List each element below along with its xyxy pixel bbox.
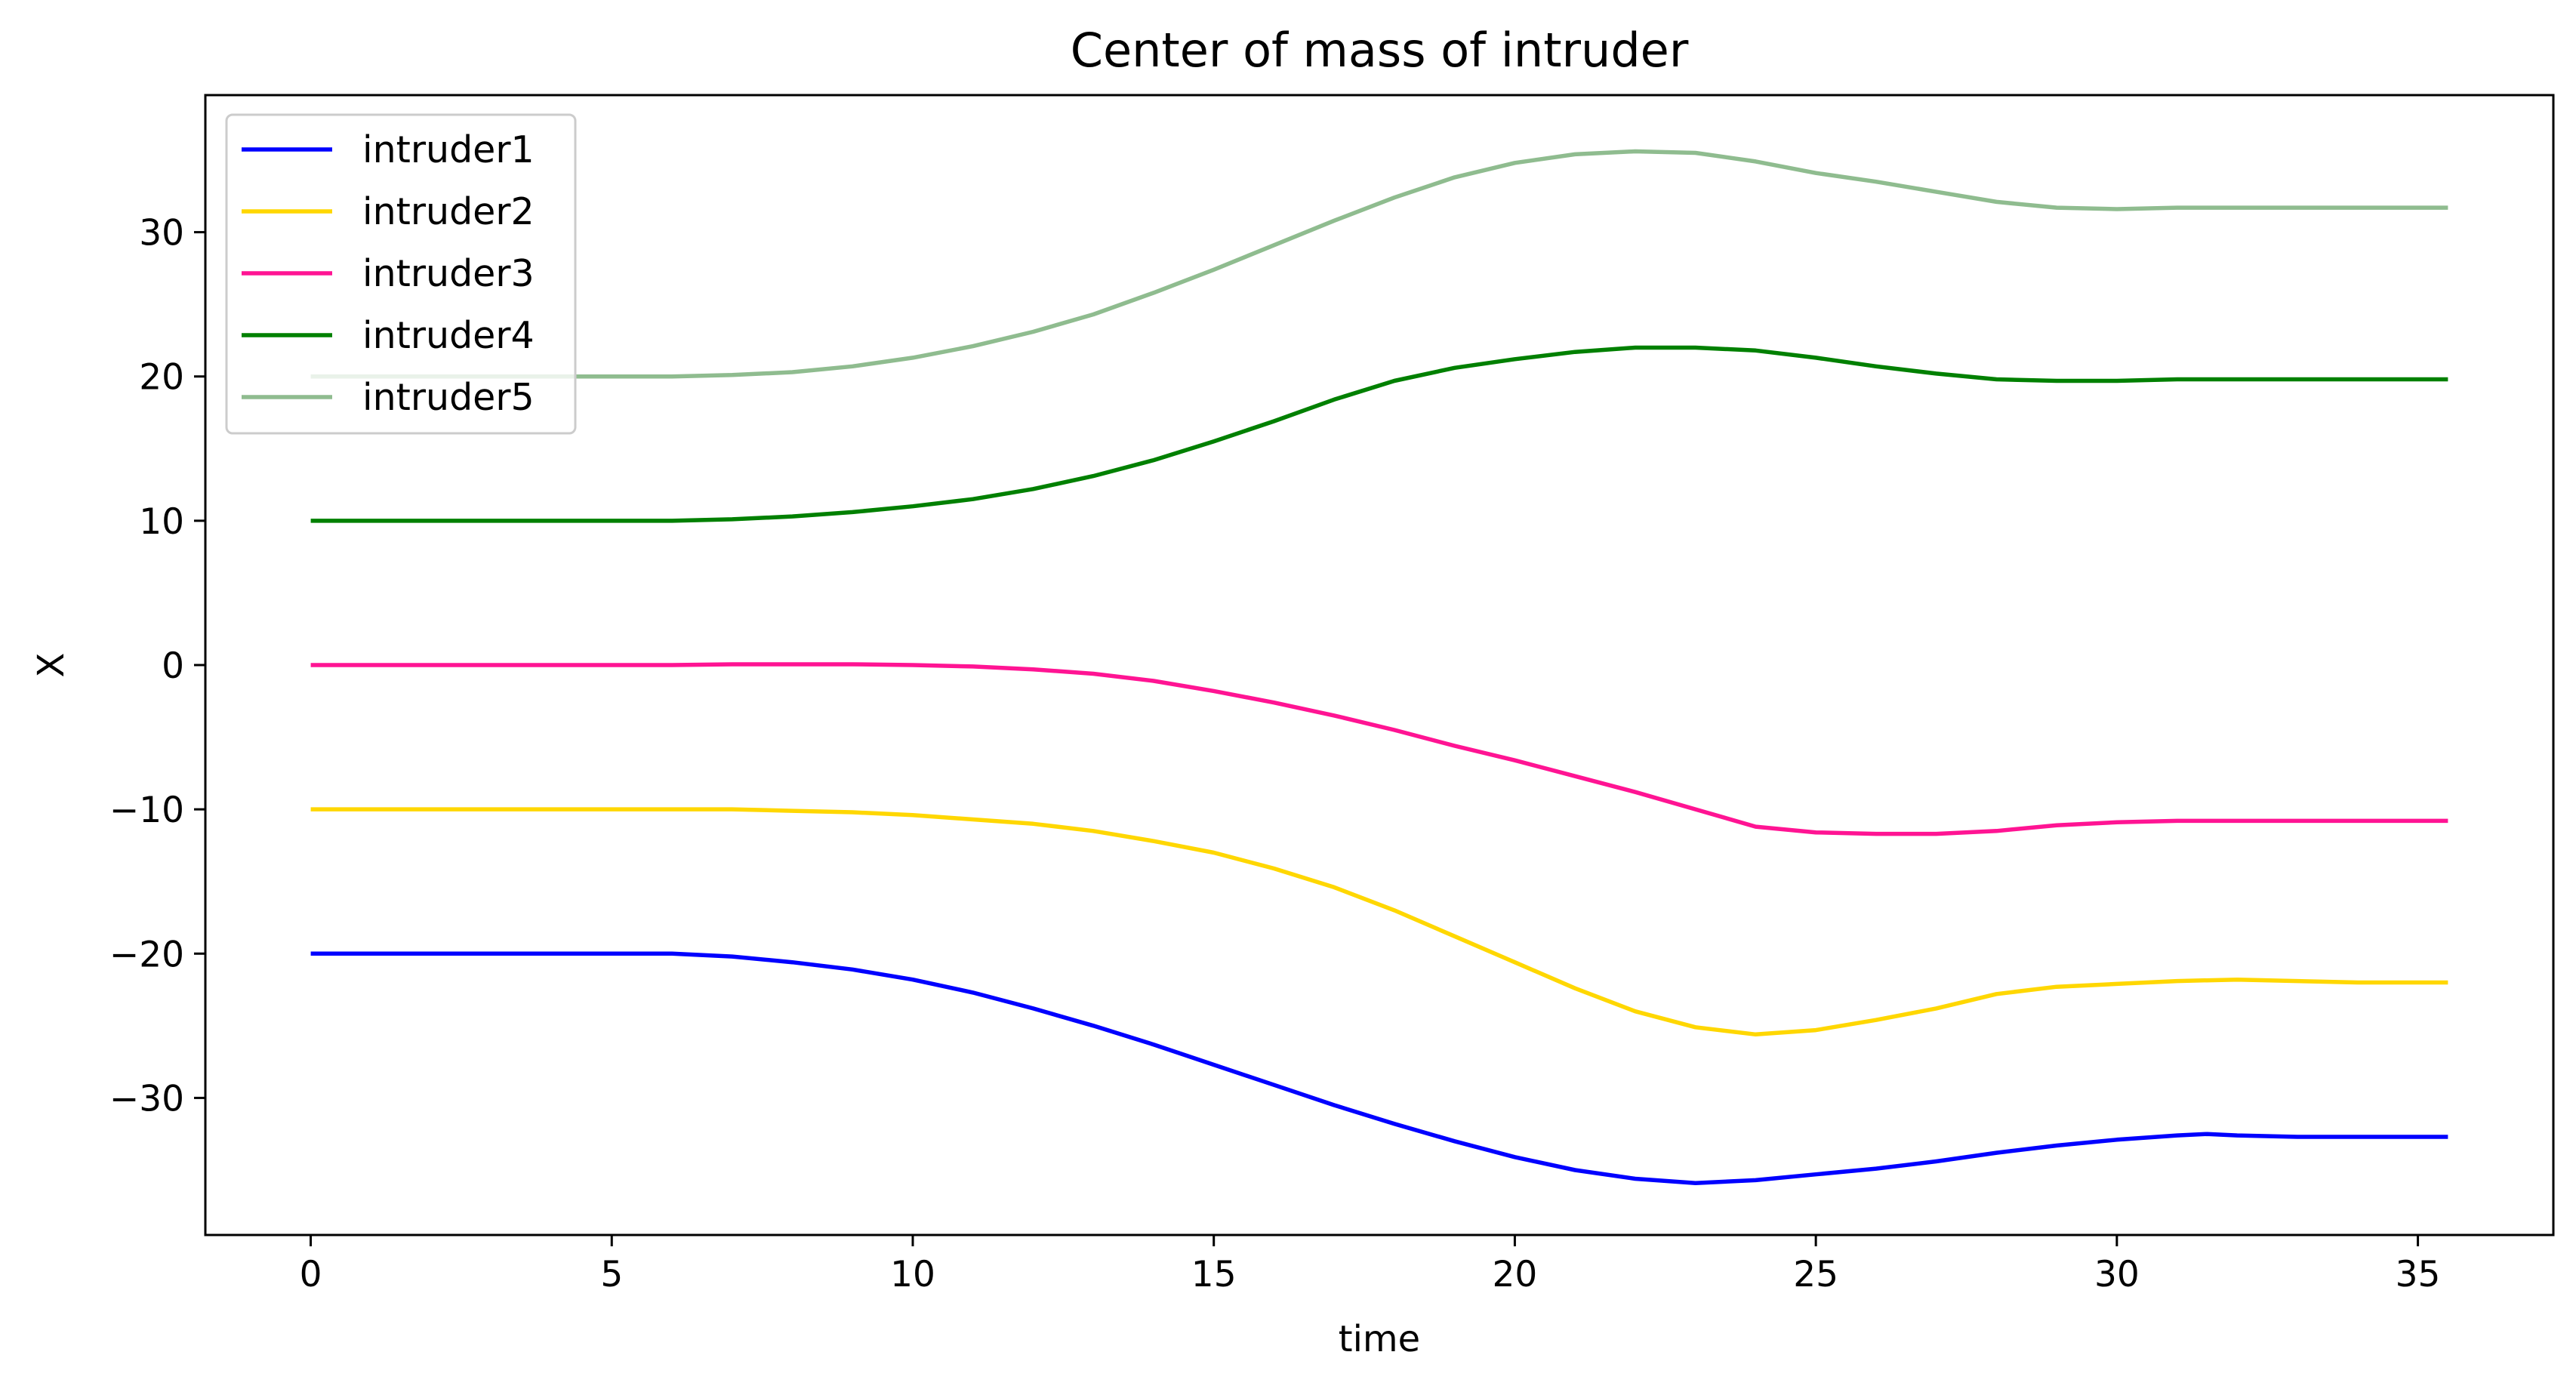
legend-label-intruder1: intruder1 [362, 128, 535, 171]
x-tick-label: 25 [1793, 1254, 1838, 1295]
y-tick-label: −30 [109, 1078, 184, 1119]
legend-box [225, 113, 577, 435]
y-tick-label: 10 [139, 501, 184, 543]
x-tick-label: 5 [600, 1254, 623, 1295]
y-tick-label: 30 [139, 213, 184, 254]
series-line-intruder1 [310, 951, 2448, 1185]
x-tick-label: 15 [1191, 1254, 1237, 1295]
x-tick-label: 30 [2094, 1254, 2140, 1295]
y-tick-label: 0 [162, 645, 184, 687]
x-tick-label: 35 [2396, 1254, 2441, 1295]
series-line-intruder4 [310, 345, 2448, 523]
legend-label-intruder2: intruder2 [362, 190, 535, 233]
x-tick-label: 10 [890, 1254, 935, 1295]
y-tick-label: 20 [139, 357, 184, 399]
chart-title: Center of mass of intruder [1071, 23, 1689, 78]
legend: intruder1 intruder2 intruder3 intruder4 intr… [225, 113, 577, 435]
legend-label-intruder3: intruder3 [362, 252, 535, 295]
y-tick-label: −20 [109, 934, 184, 975]
y-axis-label: X [30, 653, 72, 678]
axis-ticks: 0 5 10 15 20 25 30 35 −30 −20 −10 0 10 20 30 [109, 213, 2441, 1295]
x-tick-label: 20 [1493, 1254, 1538, 1295]
x-axis-label: time [1339, 1318, 1420, 1360]
y-tick-label: −10 [109, 790, 184, 831]
plot-area [204, 94, 2555, 1236]
x-tick-label: 0 [300, 1254, 322, 1295]
series-line-intruder3 [310, 662, 2448, 836]
series-line-intruder5 [310, 149, 2448, 379]
legend-label-intruder5: intruder5 [362, 376, 535, 419]
series-line-intruder2 [310, 807, 2448, 1037]
legend-label-intruder4: intruder4 [362, 314, 535, 357]
